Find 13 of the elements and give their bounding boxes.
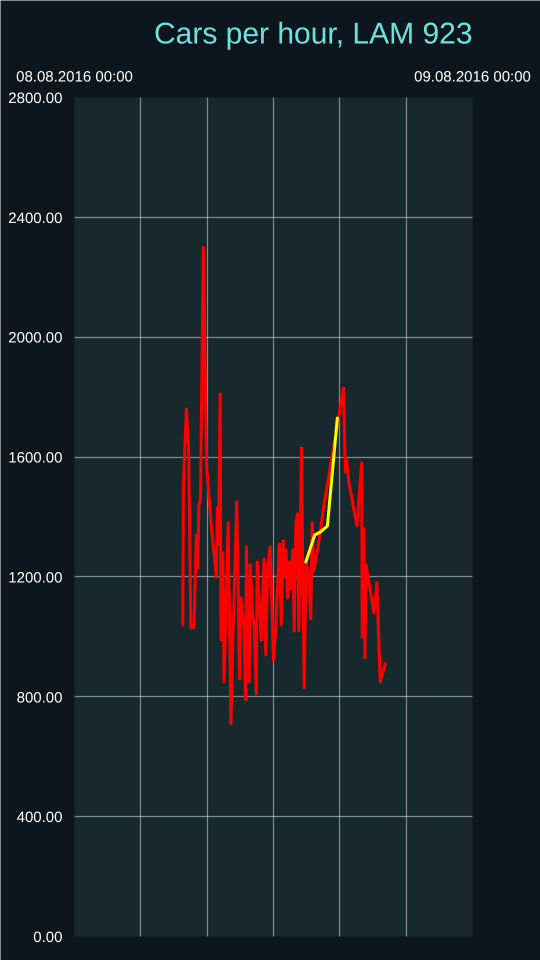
x-tick-label: 09.08.2016 00:00 [414,68,531,86]
y-tick-label: 2800.00 [8,90,63,107]
chart-title: Cars per hour, LAM 923 [154,18,473,50]
y-tick-label: 2400.00 [8,210,63,227]
line-series [304,416,339,564]
x-tick-label: 08.08.2016 00:00 [16,68,133,86]
y-tick-label: 2000.00 [8,330,63,347]
y-tick-label: 0.00 [33,929,63,946]
y-tick-label: 800.00 [16,689,63,706]
line-series [181,246,387,726]
y-tick-label: 400.00 [16,809,63,826]
y-tick-label: 1200.00 [8,569,63,586]
y-tick-label: 1600.00 [8,450,63,467]
